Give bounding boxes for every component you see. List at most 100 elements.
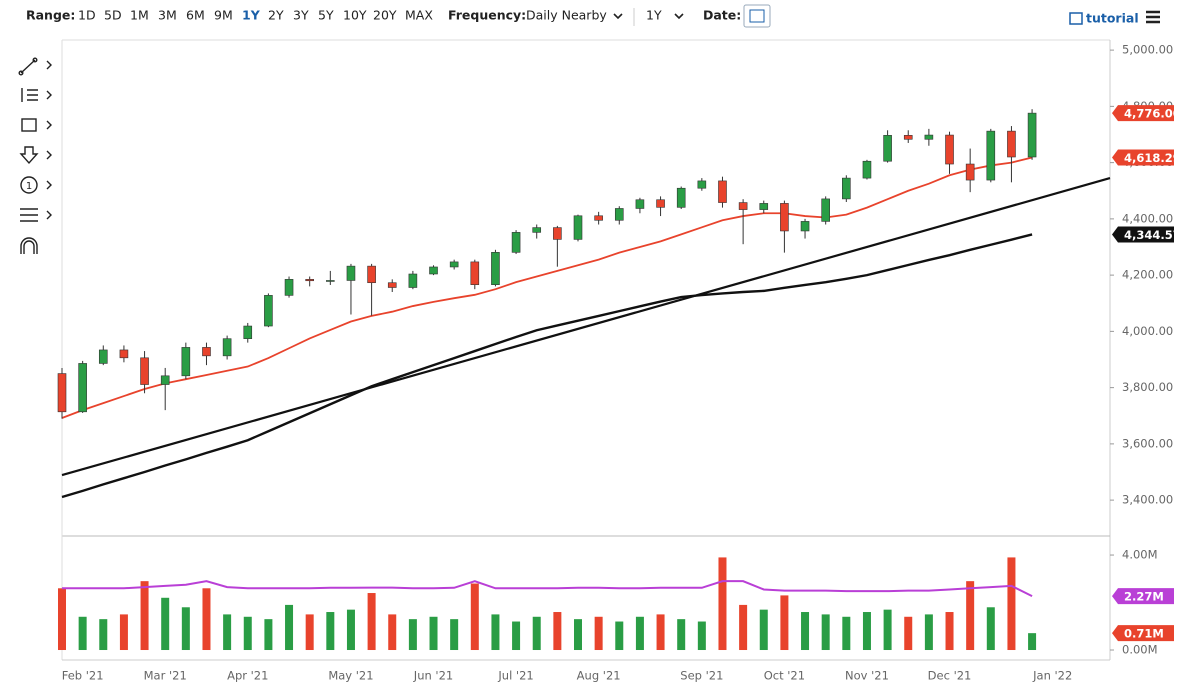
candle-body <box>57 373 67 413</box>
y-tick-label: 3,600.00 <box>1122 436 1173 450</box>
x-tick-label: Oct '21 <box>764 669 805 683</box>
range-option[interactable]: 3Y <box>293 8 309 23</box>
range-option[interactable]: 1Y <box>242 8 261 23</box>
x-tick-label: Jun '21 <box>413 669 453 683</box>
range-label: Range: <box>26 8 75 23</box>
volume-bar <box>821 614 830 651</box>
range-option[interactable]: MAX <box>405 8 433 23</box>
candle-body <box>780 203 789 232</box>
volume-average <box>62 580 1033 598</box>
calendar-icon <box>749 9 765 23</box>
tool-magnet[interactable] <box>20 237 38 254</box>
x-tick-label: May '21 <box>328 669 373 683</box>
chevrons <box>46 60 52 220</box>
volume-bar <box>718 557 727 651</box>
range-option[interactable]: 2Y <box>268 8 284 23</box>
volume-bar <box>780 595 789 651</box>
candle-body <box>491 252 500 285</box>
candle-body <box>862 160 872 179</box>
tool-note[interactable] <box>20 176 38 194</box>
y-tick-label: 5,000.00 <box>1122 43 1173 57</box>
volume-bar <box>223 614 232 651</box>
price-badge-label: 4,776.00 <box>1124 107 1177 121</box>
candle-body <box>1007 130 1016 158</box>
period-select[interactable]: 1Y <box>646 8 662 23</box>
tutorial-icon[interactable] <box>1069 12 1083 25</box>
tool-note-digit: 1 <box>26 181 32 192</box>
range-option[interactable]: 20Y <box>373 8 397 23</box>
x-tick-label: Feb '21 <box>62 669 104 683</box>
candle-body <box>553 227 562 240</box>
range-option[interactable]: 5D <box>104 8 122 23</box>
y-tick-label: 3,400.00 <box>1122 493 1173 507</box>
volume-bar <box>945 612 954 651</box>
range-option[interactable]: 9M <box>214 8 233 23</box>
volume-bar <box>450 619 459 651</box>
volume-bar <box>408 619 417 651</box>
tool-line[interactable] <box>20 59 36 74</box>
volume-bar <box>1028 633 1037 651</box>
volume-bar <box>388 614 397 651</box>
volume-bar <box>140 581 149 651</box>
volume-bar <box>739 604 748 651</box>
volume-bar <box>842 616 851 651</box>
range-option[interactable]: 3M <box>158 8 177 23</box>
candle-body <box>656 199 665 208</box>
tool-fib[interactable] <box>21 88 38 102</box>
price-badge-label: 2.27M <box>1124 590 1164 604</box>
range-option[interactable]: 1D <box>78 8 96 23</box>
volume-bar <box>305 614 314 651</box>
tutorial-link[interactable]: tutorial <box>1086 11 1139 26</box>
tool-arrow[interactable] <box>19 146 39 165</box>
x-tick-label: Aug '21 <box>577 669 621 683</box>
candle-body <box>738 202 748 210</box>
candle-body <box>78 363 87 413</box>
x-tick-label: Apr '21 <box>227 669 268 683</box>
candle-body <box>697 180 707 189</box>
volume-bar <box>924 614 933 651</box>
volume-bar <box>346 609 355 651</box>
volume-bar <box>99 619 108 651</box>
candle-body <box>965 163 975 181</box>
x-tick-label: Dec '21 <box>928 669 972 683</box>
y-tick-label: 3,800.00 <box>1122 380 1173 394</box>
volume-bar <box>512 621 521 651</box>
volume-bar <box>635 616 644 651</box>
range-option[interactable]: 6M <box>186 8 205 23</box>
candle-body <box>986 130 996 181</box>
volume-bar <box>119 614 128 651</box>
price-badge <box>1112 625 1174 642</box>
candle-body <box>181 347 191 377</box>
frequency-select[interactable]: Daily Nearby <box>526 8 607 23</box>
moving-average <box>61 156 1033 419</box>
candle-body <box>532 227 542 233</box>
candle-body <box>635 199 645 209</box>
candle-body <box>759 203 769 210</box>
candle-body <box>676 187 686 208</box>
tool-icons[interactable] <box>18 57 52 254</box>
range-option[interactable]: 5Y <box>318 8 334 23</box>
range-option[interactable]: 1M <box>130 8 149 23</box>
candle-body <box>119 349 129 359</box>
date-button[interactable] <box>743 4 771 28</box>
volume-bar <box>491 614 500 651</box>
dropdown-arrows[interactable] <box>613 13 684 20</box>
volume-bar <box>326 612 335 651</box>
volume-bar <box>594 616 603 651</box>
tool-rect[interactable] <box>21 118 37 132</box>
candle-body <box>98 349 108 364</box>
candle-body <box>284 279 294 296</box>
candle-body <box>160 375 170 385</box>
volume-bar <box>677 619 686 651</box>
price-badge <box>1112 226 1174 243</box>
candle-body <box>470 261 480 285</box>
volume-bar <box>243 616 252 651</box>
range-option[interactable]: 10Y <box>343 8 367 23</box>
candle-body <box>367 265 376 284</box>
volume-bar <box>367 593 376 651</box>
candle-body <box>264 295 273 327</box>
menu-icon[interactable] <box>1146 10 1160 24</box>
candle-body <box>140 357 149 385</box>
y-tick-label: 0.00M <box>1122 643 1158 657</box>
tool-pitch[interactable] <box>20 208 38 222</box>
